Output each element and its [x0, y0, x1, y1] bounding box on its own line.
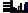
Bar — [19, 4, 21, 11]
Bar — [12, 7, 14, 11]
Bar — [24, 2, 26, 11]
Bar — [14, 8, 15, 11]
Bar — [18, 6, 19, 11]
Bar — [23, 5, 24, 11]
